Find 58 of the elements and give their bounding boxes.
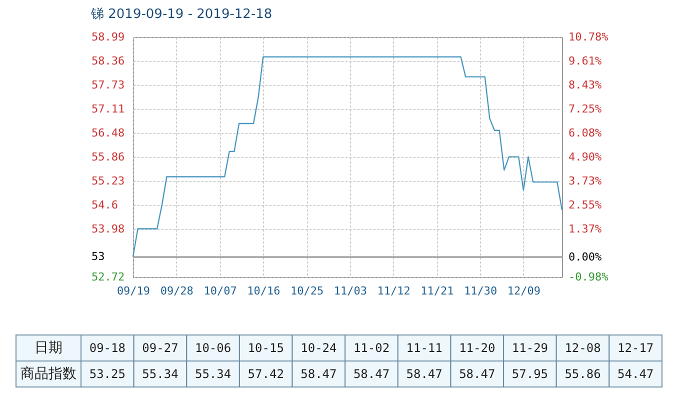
y-tick-label: 58.36 [92, 54, 125, 68]
y2-tick-label: 0.00% [568, 250, 602, 264]
y2-tick-label: 4.90% [568, 150, 602, 164]
y2-tick-label: -0.98% [568, 270, 609, 284]
y2-tick-label: 6.08% [568, 126, 602, 140]
y-tick-label: 57.11 [92, 102, 125, 116]
data-label: 55.34 [194, 367, 232, 381]
x-tick-label: 09/19 [116, 284, 150, 298]
x-tick-label: 10/16 [247, 284, 280, 298]
x-tick-label: 11/21 [420, 284, 454, 298]
data-label: 58.47 [300, 367, 337, 381]
y-tick-label: 52.72 [92, 270, 125, 284]
y-tick-label: 53.98 [92, 222, 125, 236]
y-tick-label: 57.73 [92, 78, 125, 92]
y-tick-label: 55.86 [92, 150, 125, 164]
category-label: 09-27 [142, 341, 178, 355]
x-tick-label: 10/25 [290, 284, 324, 298]
data-label: 54.47 [618, 367, 654, 381]
y-tick-label: 54.6 [92, 198, 118, 212]
data-label: 58.47 [459, 367, 496, 381]
x-tick-label: 12/09 [507, 284, 540, 298]
category-label: 11-20 [459, 341, 496, 355]
chart-title: 锑 2019-09-19 - 2019-12-18 [90, 7, 272, 22]
category-label: 11-02 [353, 341, 390, 355]
y-tick-label: 56.48 [92, 126, 125, 140]
y2-tick-label: 2.55% [568, 198, 602, 212]
y-tick-label: 53 [92, 250, 105, 264]
data-label: 58.47 [353, 367, 390, 381]
x-tick-label: 11/30 [464, 284, 498, 298]
category-label: 11-29 [512, 341, 548, 355]
category-label: 12-08 [564, 341, 601, 355]
y-tick-label: 55.23 [92, 174, 125, 188]
y2-tick-label: 9.61% [568, 54, 602, 68]
category-label: 10-15 [248, 341, 284, 355]
data-label: 55.86 [564, 367, 601, 381]
category-label: 10-24 [300, 341, 337, 355]
x-tick-label: 10/07 [204, 284, 237, 298]
category-label: 09-18 [89, 341, 126, 355]
y-tick-label: 58.99 [92, 30, 125, 44]
data-label: 53.25 [89, 367, 126, 381]
data-label: 55.34 [142, 367, 178, 381]
y2-tick-label: 1.37% [568, 222, 602, 236]
text: 商品指数 [20, 366, 76, 382]
text: 日期 [34, 340, 62, 356]
data-label: 58.47 [406, 367, 442, 381]
line-series [132, 56, 563, 258]
data-label: 57.42 [248, 367, 284, 381]
y2-tick-label: 10.78% [568, 30, 609, 44]
y2-tick-label: 7.25% [568, 102, 602, 116]
category-label: 10-06 [194, 341, 232, 355]
y2-tick-label: 8.43% [568, 78, 602, 92]
category-label: 11-11 [406, 341, 442, 355]
x-tick-label: 11/12 [377, 284, 410, 298]
x-tick-label: 11/03 [334, 284, 367, 298]
category-label: 12-17 [618, 341, 654, 355]
x-tick-label: 09/28 [160, 284, 194, 298]
y2-tick-label: 3.73% [568, 174, 602, 188]
data-label: 57.95 [512, 367, 548, 381]
